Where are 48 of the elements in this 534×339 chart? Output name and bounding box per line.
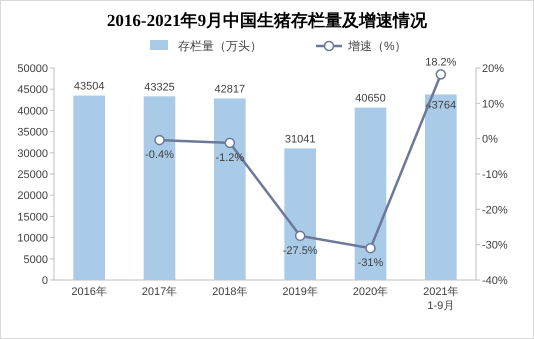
data-label: -1.2% <box>215 152 244 164</box>
y-tick-label: 45000 <box>17 84 48 96</box>
y-tick-label: 5000 <box>24 254 48 266</box>
data-label: 40650 <box>355 92 386 105</box>
x-tick-label: 2018年 <box>212 286 248 298</box>
y-tick-label: 30000 <box>17 148 48 160</box>
y-tick-label: 0 <box>42 275 48 287</box>
bar <box>354 108 386 280</box>
y-tick-label: 35000 <box>17 126 48 139</box>
y-tick-label: 40000 <box>17 105 48 118</box>
bar <box>214 98 246 280</box>
point <box>224 138 236 148</box>
y-tick-label: 10000 <box>17 232 48 245</box>
y-tick-label: 50000 <box>17 63 48 75</box>
data-label: 42817 <box>214 83 246 96</box>
x-tick-label: 2017年 <box>142 286 178 298</box>
data-label: -31% <box>358 257 384 270</box>
bar <box>284 148 316 280</box>
y2-tick-label: 0% <box>482 134 498 146</box>
y2-tick-label: -30% <box>482 240 508 252</box>
y-tick-label: 25000 <box>17 169 48 181</box>
y2-tick-label: -10% <box>482 169 508 181</box>
point <box>436 69 446 80</box>
point <box>365 242 376 254</box>
bar <box>73 96 105 280</box>
legend-label: 增速（%） <box>347 39 407 53</box>
data-label: 43325 <box>144 81 175 94</box>
bar <box>425 94 457 280</box>
legend-label: 存栏量（万头） <box>178 39 262 53</box>
x-tick-label: 2021年 1-9月 <box>423 286 459 312</box>
data-label: 43504 <box>74 80 104 93</box>
y2-tick-label: -40% <box>482 275 508 287</box>
data-label: -27.5% <box>282 244 318 257</box>
point <box>154 134 165 146</box>
chart-title: 2016-2021年9月中国生猪存栏量及增速情况 <box>106 11 428 30</box>
x-tick-label: 2019年 <box>282 286 318 298</box>
x-tick-label: 2016年 <box>71 286 107 298</box>
data-label: 31041 <box>284 133 316 146</box>
data-label: -0.4% <box>145 149 174 162</box>
y2-tick-label: 20% <box>482 63 504 75</box>
data-label: 18.2% <box>425 56 457 68</box>
bar <box>144 96 176 280</box>
y-tick-label: 20000 <box>17 190 48 202</box>
y2-tick-label: -20% <box>482 204 508 216</box>
x-tick-label: 2020年 <box>352 286 388 298</box>
point <box>294 230 306 242</box>
y-tick-label: 15000 <box>17 211 48 224</box>
y2-tick-label: 10% <box>482 98 504 110</box>
